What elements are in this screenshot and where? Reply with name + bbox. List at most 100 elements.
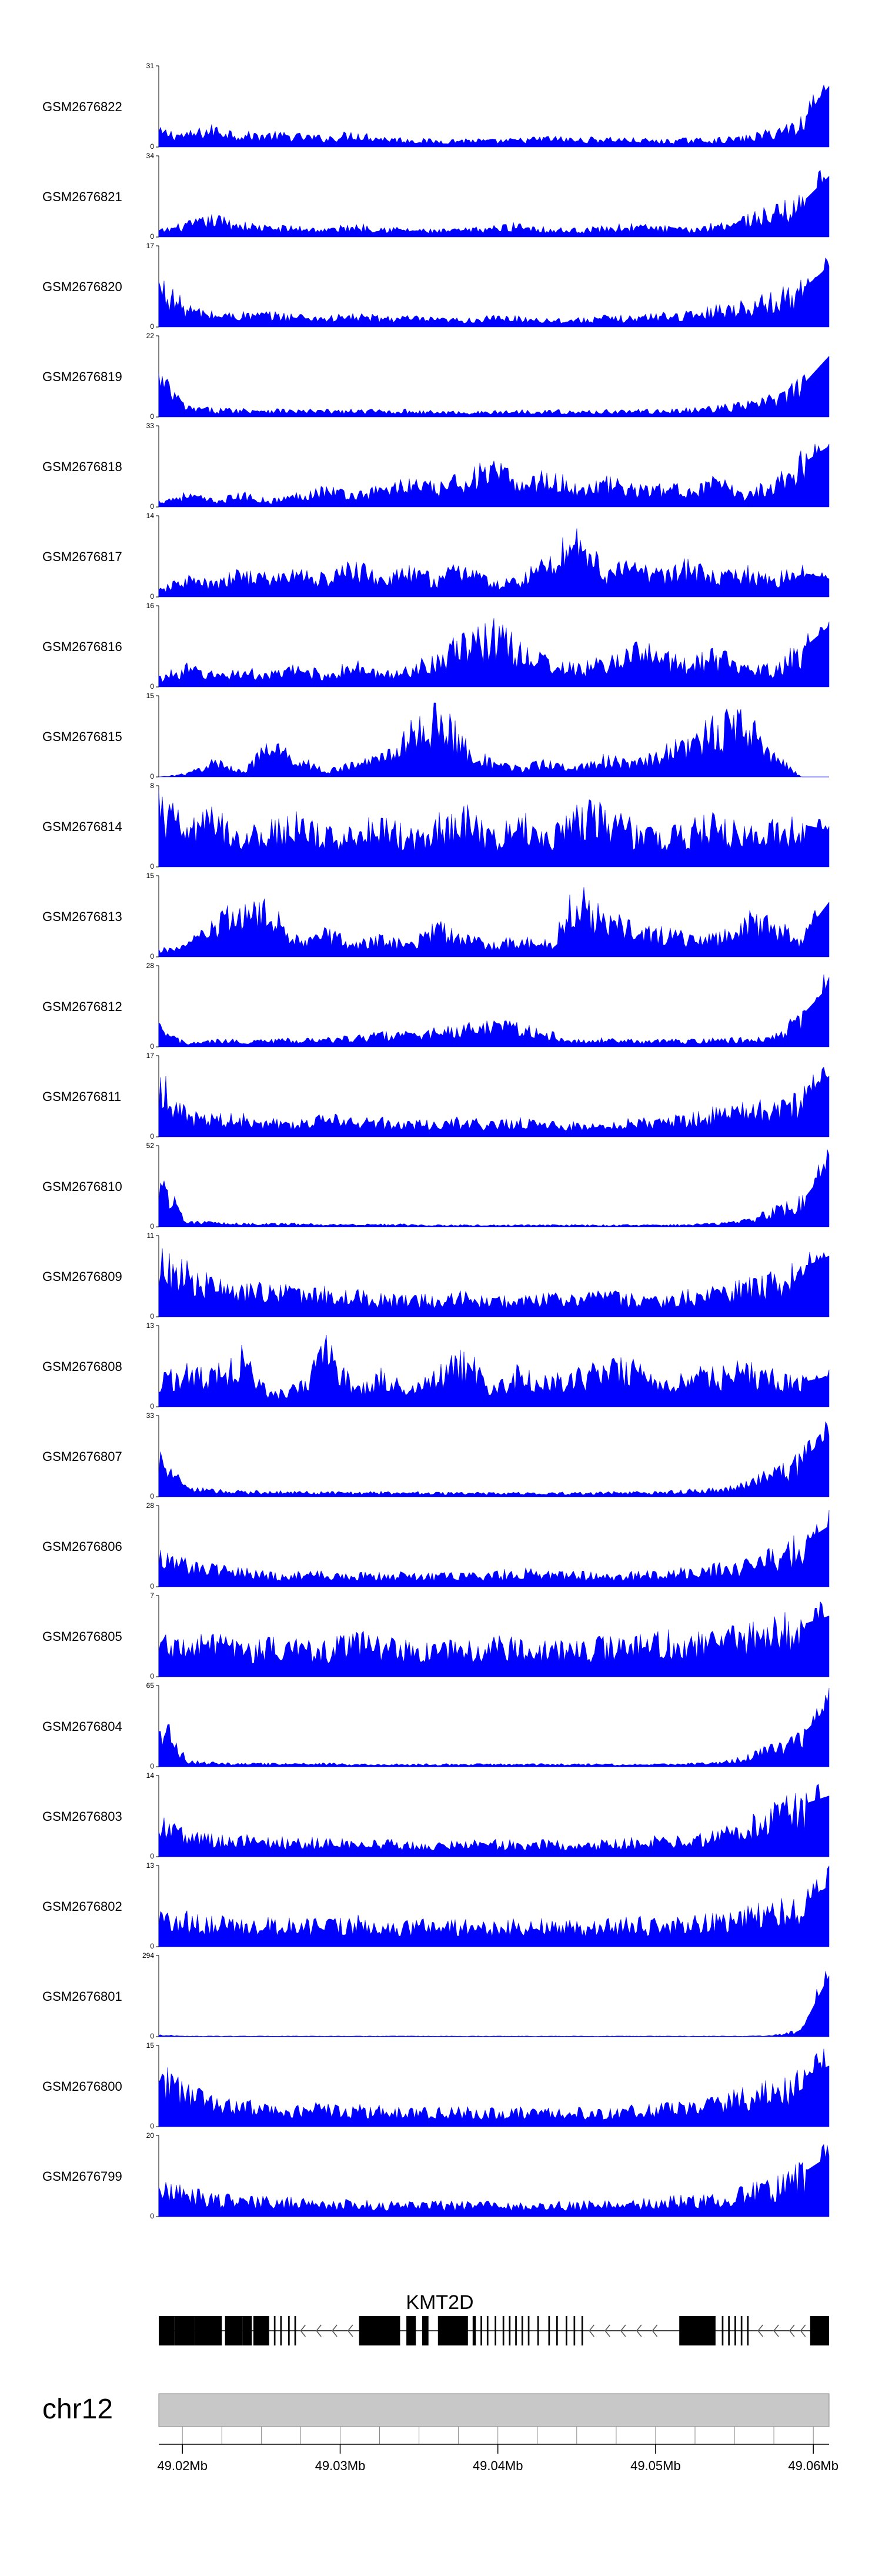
track-sample-label: GSM2676811: [42, 1089, 121, 1104]
track-sample-label: GSM2676810: [42, 1179, 122, 1194]
coverage-track: GSM2676817 14 0: [42, 512, 830, 600]
track-ymax-label: 294: [142, 1951, 154, 1960]
gene-exon: [566, 2316, 567, 2345]
coverage-track: GSM2676812 28 0: [42, 962, 830, 1050]
gene-exon: [288, 2316, 290, 2345]
coverage-area: [158, 257, 830, 328]
track-ymax-label: 28: [146, 1501, 155, 1510]
gene-name-label: KMT2D: [406, 2291, 473, 2314]
coverage-track: GSM2676804 65 0: [42, 1681, 830, 1770]
strand-arrow: [300, 2324, 306, 2337]
axis-tick-label: 49.05Mb: [630, 2458, 681, 2473]
track-sample-label: GSM2676801: [42, 1989, 122, 2004]
gene-exon: [721, 2316, 724, 2345]
strand-arrow: [332, 2324, 338, 2337]
track-sample-label: GSM2676808: [42, 1359, 122, 1374]
track-ymax-label: 17: [146, 1052, 155, 1060]
track-sample-label: GSM2676819: [42, 369, 122, 384]
gene-exon: [679, 2316, 716, 2345]
coverage-area: [158, 169, 830, 238]
gene-exon: [556, 2316, 558, 2345]
gene-exon: [521, 2316, 523, 2345]
track-ymax-label: 11: [147, 1232, 155, 1240]
strand-arrow: [347, 2324, 353, 2337]
gene-exon: [294, 2316, 296, 2345]
track-ymin-label: 0: [150, 2032, 154, 2040]
strand-arrow: [789, 2324, 795, 2337]
gene-exon: [740, 2316, 743, 2345]
coverage-area: [158, 1784, 830, 1857]
coverage-track: GSM2676821 34 0: [42, 152, 830, 241]
track-ymin-label: 0: [150, 142, 154, 151]
coverage-track: GSM2676816 16 0: [42, 602, 830, 690]
track-ymax-label: 28: [146, 962, 155, 970]
gene-exon: [159, 2316, 175, 2345]
track-ymin-label: 0: [150, 1312, 154, 1320]
track-ymax-label: 15: [146, 692, 155, 700]
track-sample-label: GSM2676816: [42, 639, 122, 654]
strand-arrow: [757, 2324, 763, 2337]
track-ymin-label: 0: [150, 1042, 154, 1050]
coverage-track: GSM2676803 14 0: [42, 1771, 830, 1860]
gene-exon: [810, 2316, 829, 2345]
gene-exon: [515, 2316, 517, 2345]
coverage-track: GSM2676815 15 0: [42, 692, 829, 780]
coverage-tracks: GSM2676822310GSM2676821340GSM2676820170G…: [42, 62, 830, 2220]
track-ymax-label: 7: [150, 1591, 154, 1600]
track-sample-label: GSM2676820: [42, 279, 122, 294]
gene-exon: [359, 2316, 400, 2345]
track-ymin-label: 0: [150, 862, 154, 870]
coverage-area: [158, 1149, 830, 1227]
gene-exon: [495, 2316, 496, 2345]
gene-exon: [253, 2316, 269, 2345]
gene-exon: [273, 2316, 276, 2345]
coverage-area: [158, 2144, 830, 2217]
coverage-track: GSM2676811 17 0: [42, 1052, 830, 1140]
track-ymax-label: 16: [146, 602, 155, 610]
coverage-track: GSM2676806 28 0: [42, 1501, 830, 1590]
track-ymin-label: 0: [150, 682, 154, 690]
track-ymax-label: 20: [146, 2131, 155, 2140]
track-sample-label: GSM2676804: [42, 1719, 122, 1734]
track-ymax-label: 14: [146, 1771, 155, 1780]
gene-exon: [280, 2316, 282, 2345]
track-sample-label: GSM2676806: [42, 1539, 122, 1554]
coverage-track: GSM2676822 31 0: [42, 62, 830, 151]
coverage-track: GSM2676820 17 0: [42, 242, 830, 331]
gene-track: KMT2D: [159, 2291, 829, 2345]
track-ymax-label: 22: [146, 332, 155, 340]
track-sample-label: GSM2676802: [42, 1899, 122, 1914]
track-ymin-label: 0: [150, 1582, 154, 1590]
track-ymin-label: 0: [150, 1762, 154, 1770]
coverage-area: [158, 789, 830, 867]
strand-arrow: [604, 2324, 610, 2337]
track-sample-label: GSM2676803: [42, 1809, 122, 1824]
strand-arrow: [620, 2324, 626, 2337]
strand-arrow: [589, 2324, 594, 2337]
gene-exon: [211, 2316, 222, 2345]
axis-tick-label: 49.06Mb: [788, 2458, 838, 2473]
track-sample-label: GSM2676805: [42, 1629, 122, 1644]
track-ymin-label: 0: [150, 1402, 154, 1410]
track-ymin-label: 0: [150, 592, 154, 600]
coverage-track: GSM2676800 15 0: [42, 2041, 830, 2130]
track-ymax-label: 15: [146, 872, 155, 880]
gene-exon: [195, 2316, 211, 2345]
coverage-track: GSM2676813 15 0: [42, 872, 830, 960]
track-sample-label: GSM2676812: [42, 999, 122, 1014]
strand-arrow: [316, 2324, 322, 2337]
track-ymin-label: 0: [150, 2122, 154, 2130]
track-sample-label: GSM2676813: [42, 909, 122, 924]
strand-arrow: [636, 2324, 642, 2337]
gene-exon: [581, 2316, 583, 2345]
gene-exon: [480, 2316, 482, 2345]
gene-exon: [728, 2316, 730, 2345]
track-ymin-label: 0: [150, 1942, 154, 1950]
gene-exon: [509, 2316, 511, 2345]
track-ymax-label: 52: [146, 1142, 155, 1150]
gene-exon: [747, 2316, 749, 2345]
coverage-area: [158, 1334, 830, 1407]
gene-exon: [225, 2316, 243, 2345]
coverage-area: [158, 1510, 830, 1587]
